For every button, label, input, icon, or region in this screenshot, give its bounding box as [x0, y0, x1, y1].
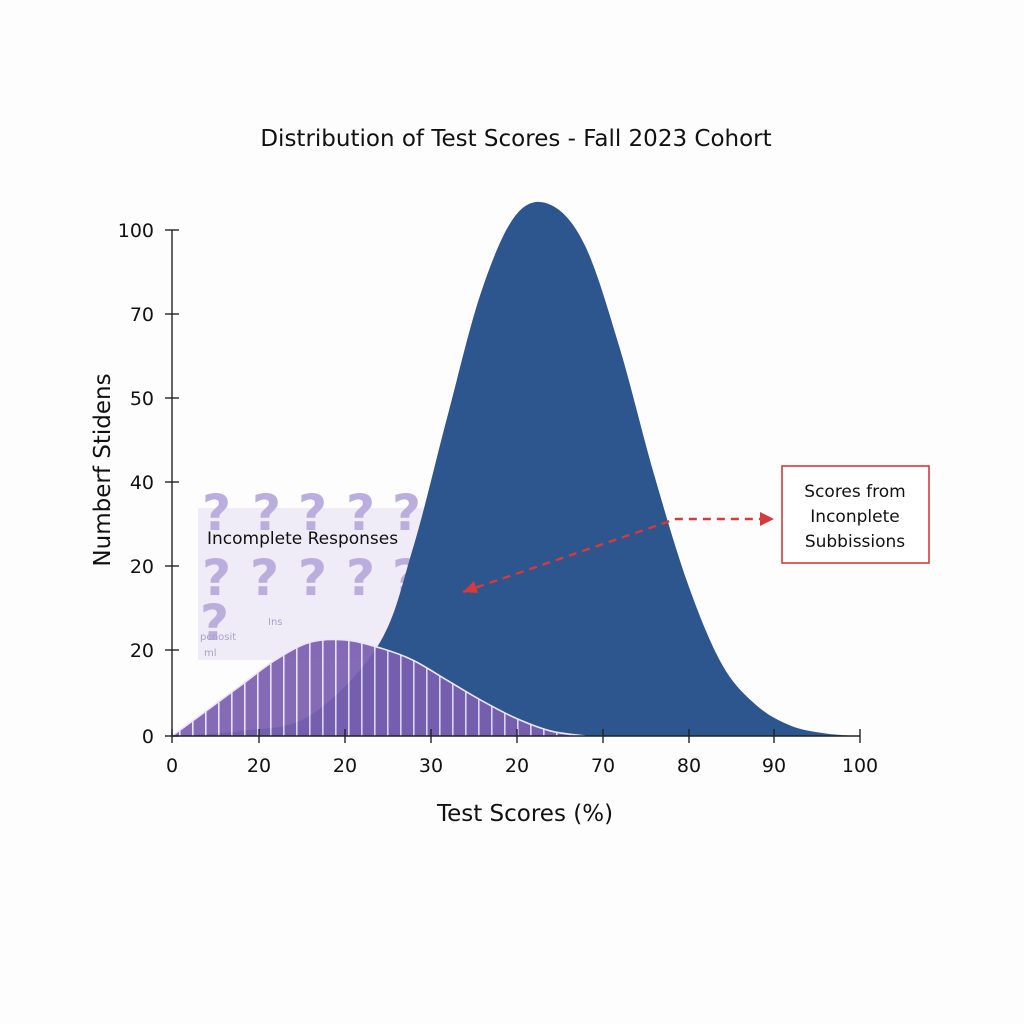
inset-label: Incomplete Responses	[207, 529, 398, 549]
question-mark-icon: ?	[346, 549, 375, 607]
callout: Scores from Inconplete Subbissions	[462, 465, 930, 594]
series-area-main	[172, 201, 860, 736]
callout-box	[781, 465, 930, 564]
callout-arrowhead-left	[463, 581, 478, 593]
question-mark-icon: ?	[202, 549, 231, 607]
question-mark-icon: ?	[250, 549, 279, 607]
callout-line-2: Inconplete	[810, 507, 899, 527]
series-outline-incomplete	[171, 638, 585, 737]
callout-arrowhead-right	[760, 512, 774, 526]
y-tick-label: 20	[130, 640, 154, 662]
callout-line-1: Scores from	[804, 482, 905, 502]
y-axis-ticks: 0 20 20 40 50 70 100	[118, 220, 179, 748]
question-mark-icon: ?	[202, 484, 231, 542]
x-tick-label: 20	[505, 755, 529, 777]
callout-line-3: Subbissions	[805, 532, 905, 552]
x-tick-label: 20	[247, 755, 271, 777]
x-tick-label: 0	[166, 755, 178, 777]
x-tick-label: 30	[419, 755, 443, 777]
question-mark-icon: ?	[392, 484, 421, 542]
question-mark-icon: ?	[346, 484, 375, 542]
y-tick-label: 20	[130, 556, 154, 578]
inset-ghost-text-2: pcnosit	[200, 632, 236, 643]
y-tick-label: 70	[130, 304, 154, 326]
x-tick-label: 20	[333, 755, 357, 777]
y-axis-title: Numberf Stidens	[90, 373, 116, 566]
x-axis-title: Test Scores (%)	[436, 801, 613, 827]
x-tick-label: 70	[591, 755, 615, 777]
chart-title: Distribution of Test Scores - Fall 2023 …	[260, 126, 771, 152]
x-tick-label: 80	[677, 755, 701, 777]
series-area-incomplete	[172, 639, 585, 736]
y-tick-label: 40	[130, 472, 154, 494]
question-mark-icon: ?	[298, 484, 327, 542]
y-tick-label: 100	[118, 220, 154, 242]
question-mark-pattern: ????????????	[200, 484, 461, 652]
question-mark-icon: ?	[200, 594, 229, 652]
question-mark-icon: ?	[298, 549, 327, 607]
question-mark-icon: ?	[252, 484, 281, 542]
x-tick-label: 100	[842, 755, 878, 777]
callout-arrow-line	[462, 517, 760, 594]
inset-ghost-text-1: Ins	[268, 617, 283, 628]
y-tick-label: 0	[142, 726, 154, 748]
x-axis-ticks: 0 20 20 30 20 70 80 90 100	[166, 729, 878, 777]
y-tick-label: 50	[130, 388, 154, 410]
x-tick-label: 90	[762, 755, 786, 777]
inset-ghost-text-3: ml	[204, 648, 217, 659]
